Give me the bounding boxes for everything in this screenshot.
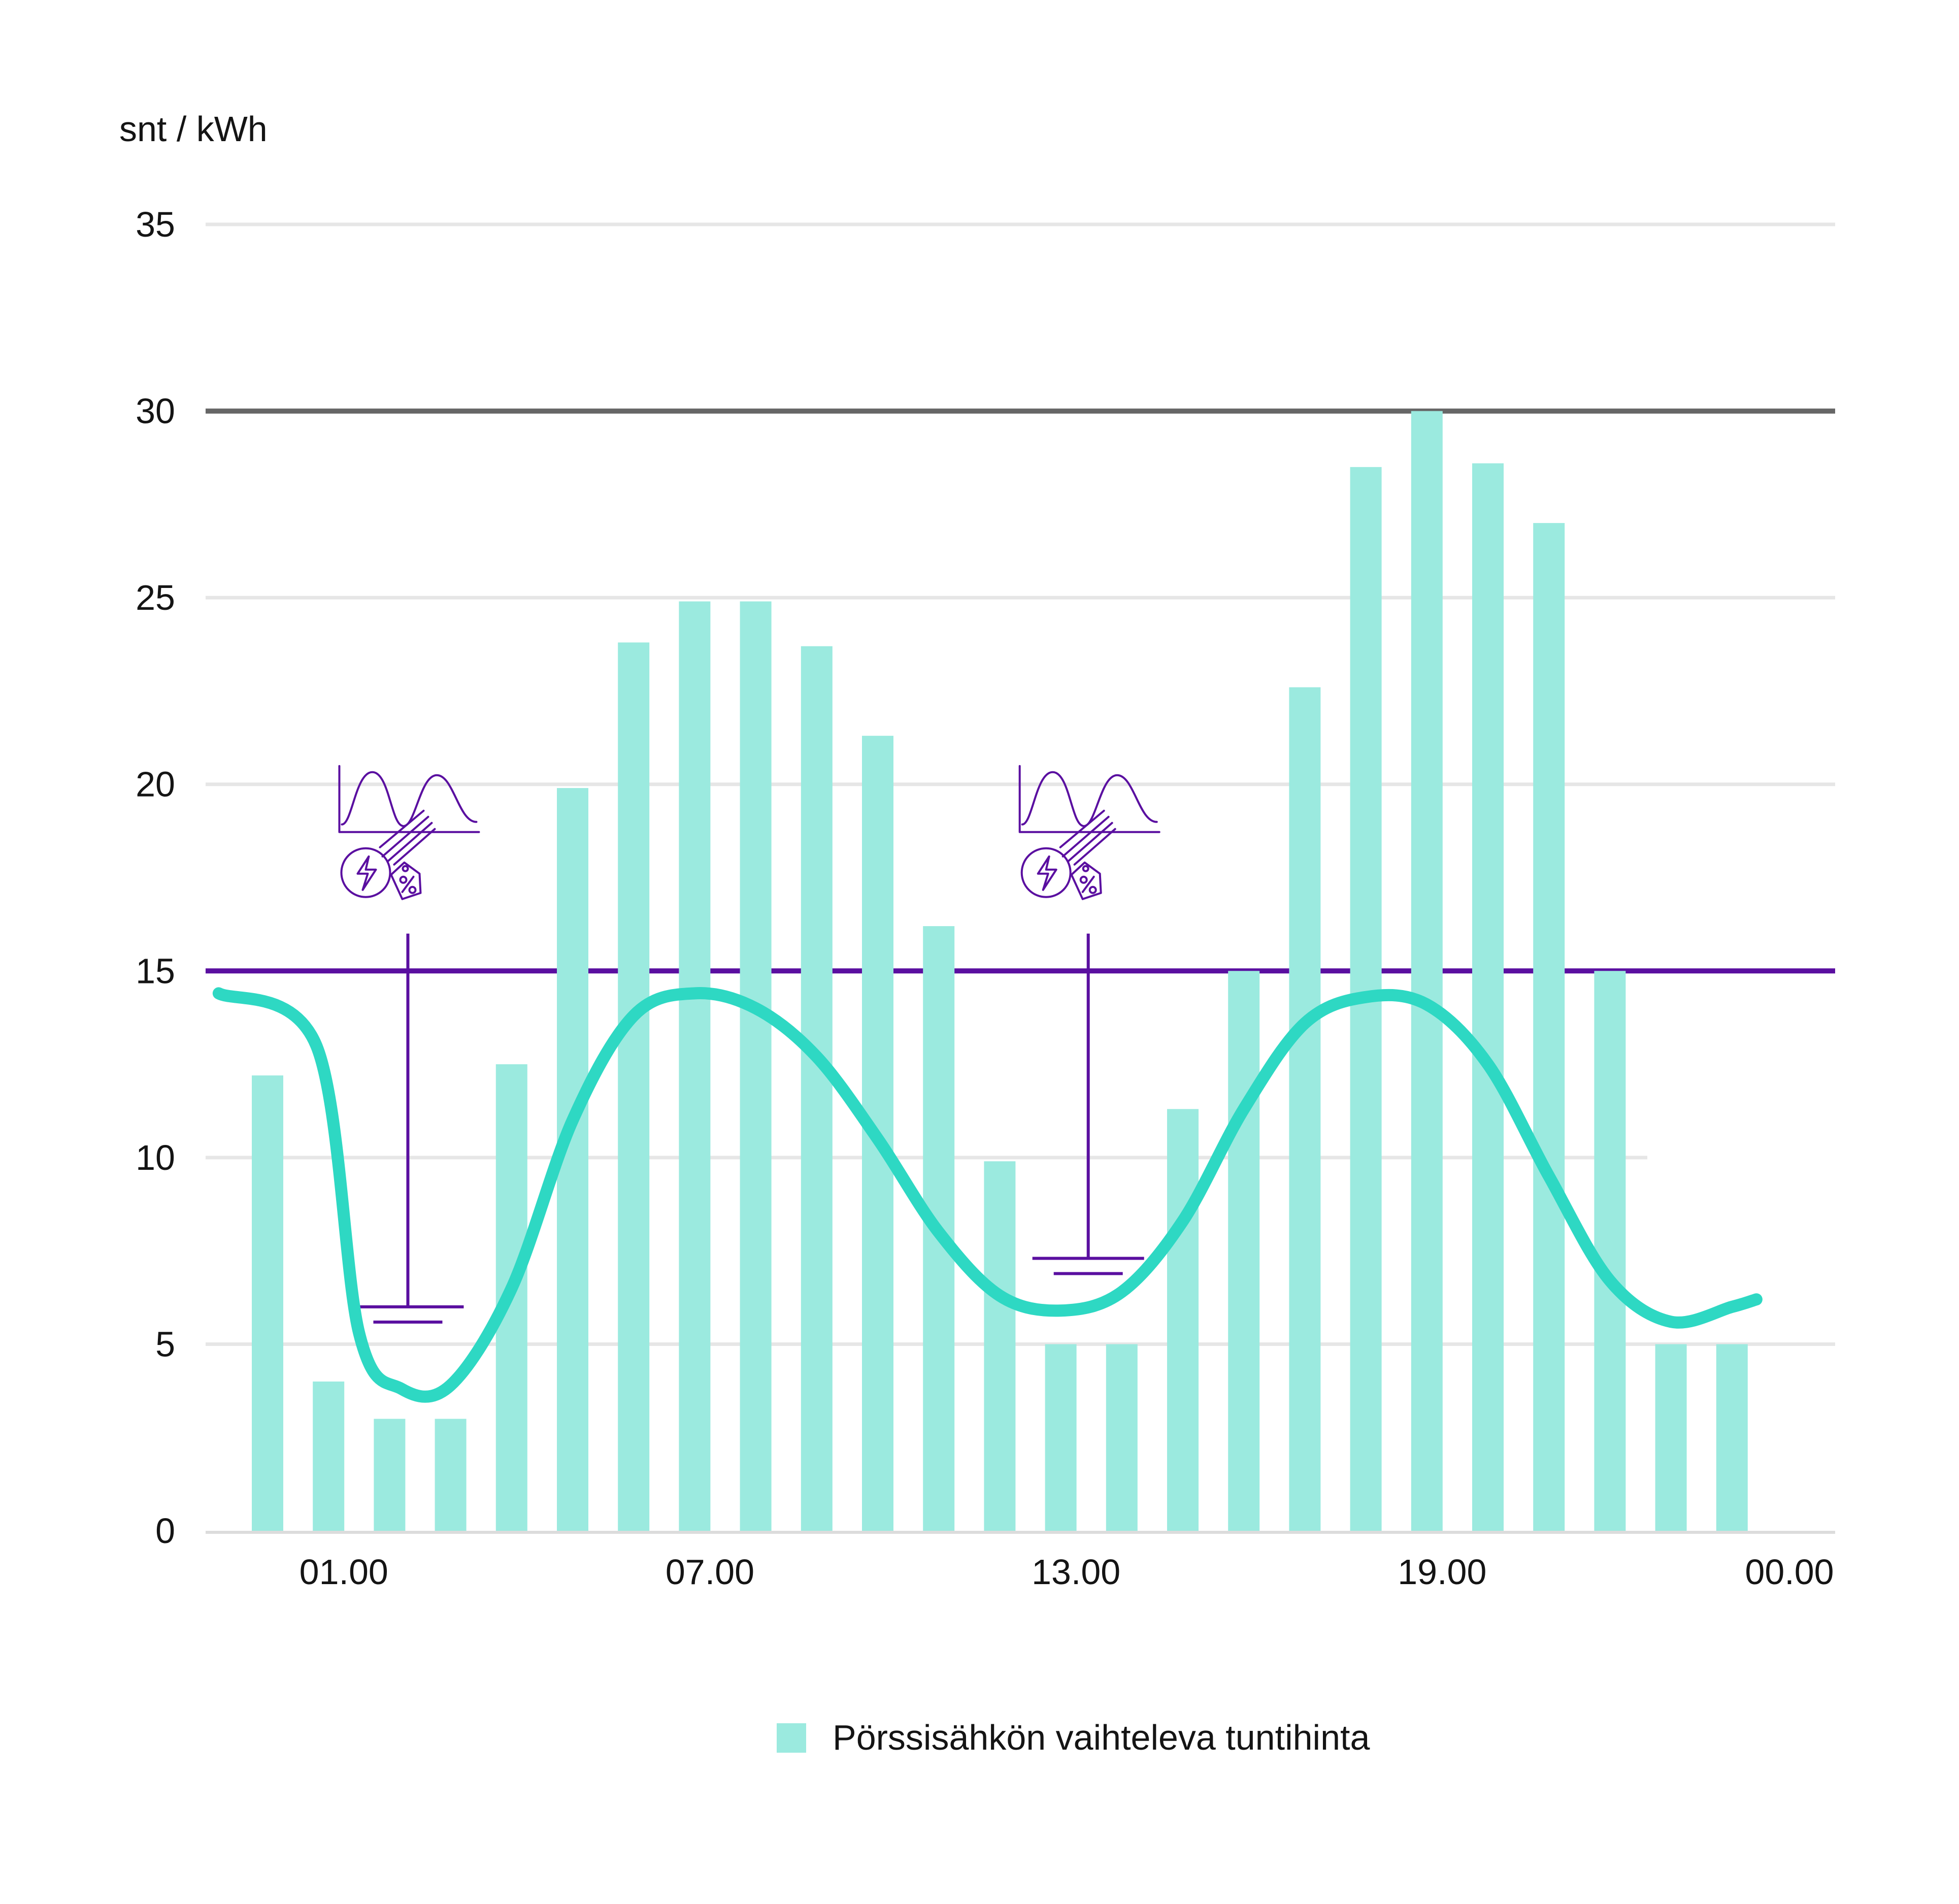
percent-glyph	[408, 885, 417, 894]
hatch-glyph	[1059, 809, 1116, 866]
wave-glyph	[1083, 774, 1158, 827]
x-tick-label: 01.00	[300, 1552, 388, 1592]
bar	[618, 642, 650, 1531]
price-markers	[338, 765, 1160, 1324]
bar	[801, 646, 833, 1531]
wave-glyph	[1021, 771, 1084, 827]
percent-glyph	[1081, 875, 1095, 893]
y-tick-label: 10	[136, 1138, 175, 1177]
percent-glyph	[1079, 875, 1088, 884]
bar	[1533, 523, 1565, 1531]
price-tag-glyph	[1070, 861, 1102, 900]
x-tick-label: 13.00	[1032, 1552, 1120, 1592]
bar	[252, 1075, 283, 1531]
bar	[1106, 1344, 1138, 1531]
tag-hole-glyph	[1082, 865, 1089, 872]
percent-glyph	[1088, 885, 1097, 894]
bar	[1045, 1344, 1077, 1531]
bar	[1411, 411, 1443, 1531]
bar	[374, 1419, 406, 1531]
y-tick-label: 25	[136, 578, 175, 617]
bar	[740, 601, 772, 1531]
legend-swatch	[777, 1723, 806, 1753]
y-tick-label: 20	[136, 765, 175, 804]
spot-price-energy-icon	[1018, 765, 1160, 900]
spot-price-energy-icon	[338, 765, 480, 900]
hatch-glyph	[379, 809, 436, 866]
y-tick-label: 35	[136, 205, 175, 244]
bar	[1228, 971, 1260, 1531]
bar	[1472, 463, 1504, 1531]
wave-glyph	[403, 774, 478, 827]
reference-lines	[206, 408, 1835, 974]
wave-glyph	[341, 771, 404, 827]
x-tick-label: 07.00	[666, 1552, 754, 1592]
percent-glyph	[399, 875, 408, 884]
price-tag-glyph	[390, 861, 422, 900]
consumption-curve-line	[212, 987, 1763, 1403]
tag-hole-glyph	[402, 865, 409, 872]
lightning-glyph	[356, 855, 377, 891]
bar	[313, 1381, 345, 1531]
legend-label: Pörssisähkön vaihteleva tuntihinta	[833, 1718, 1370, 1757]
bar	[1594, 971, 1626, 1531]
bar	[984, 1161, 1016, 1531]
bar	[679, 601, 711, 1531]
energy-circle-glyph	[340, 847, 391, 898]
y-axis-unit-label: snt / kWh	[119, 109, 268, 149]
bar	[1716, 1344, 1748, 1531]
energy-circle-glyph	[1020, 847, 1072, 898]
bar	[435, 1419, 467, 1531]
bar	[1655, 1344, 1687, 1531]
legend: Pörssisähkön vaihteleva tuntihinta	[777, 1718, 1370, 1757]
lightning-glyph	[1037, 855, 1057, 891]
y-tick-label: 15	[136, 951, 175, 991]
y-tick-label: 0	[155, 1511, 175, 1551]
percent-glyph	[401, 875, 415, 893]
consumption-curve	[212, 987, 1763, 1403]
bar	[1167, 1109, 1199, 1531]
price-marker	[338, 765, 480, 1324]
y-tick-label: 30	[136, 391, 175, 431]
y-tick-label: 5	[155, 1324, 175, 1364]
x-tick-label: 19.00	[1398, 1552, 1486, 1592]
bar	[1289, 687, 1321, 1531]
price-marker	[1018, 765, 1160, 1275]
axes: 0 5 10 15 20 25 30 35 01.00 07.00 13.00 19.00 00.00	[136, 205, 1835, 1592]
x-tick-label: 00.00	[1745, 1552, 1834, 1592]
